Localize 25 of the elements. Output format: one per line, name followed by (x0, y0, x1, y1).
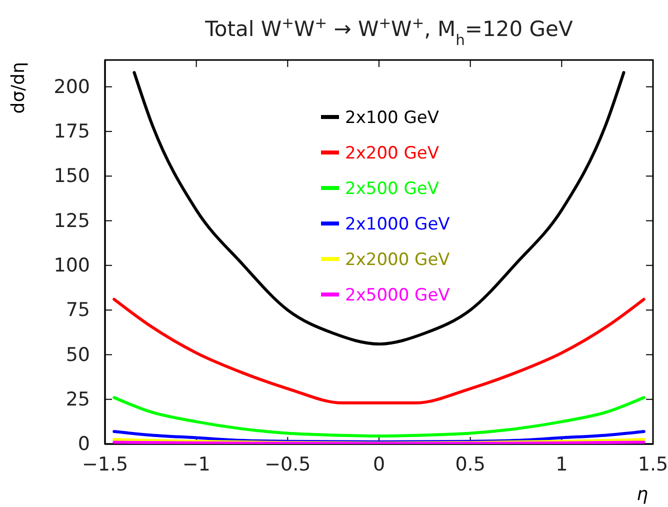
x-tick-label: 1.5 (638, 453, 668, 476)
y-tick-label: 200 (54, 76, 90, 98)
x-tick-label: −0.5 (264, 453, 311, 476)
y-tick-label: 75 (66, 299, 90, 322)
y-tick-label: 25 (66, 388, 90, 410)
y-tick-label: 125 (54, 210, 90, 232)
legend-label: 2x1000 GeV (345, 214, 450, 234)
legend-label: 2x500 GeV (345, 179, 440, 199)
y-tick-label: 0 (78, 433, 90, 456)
legend-label: 2x2000 GeV (345, 250, 450, 270)
y-tick-label: 50 (66, 344, 90, 366)
legend-label: 2x5000 GeV (345, 286, 450, 306)
y-tick-label: 175 (54, 120, 90, 143)
y-tick-label: 100 (54, 254, 90, 276)
y-tick-label: 150 (54, 165, 90, 188)
x-tick-label: 0.5 (455, 453, 486, 476)
x-axis-title: η (636, 484, 648, 505)
x-tick-label: 1 (556, 453, 568, 476)
legend-label: 2x200 GeV (345, 144, 440, 164)
x-tick-label: 0 (372, 453, 386, 476)
x-tick-label: −1 (182, 453, 210, 476)
y-axis-title: dσ/dη (8, 62, 29, 114)
chart-title: Total W$^{+}$W$^{+}$ → W$^{+}$W$^{+}$, M$_{h}$=120 GeV (205, 14, 573, 48)
legend-label: 2x100 GeV (345, 108, 440, 128)
x-tick-label: −1.5 (82, 453, 128, 476)
